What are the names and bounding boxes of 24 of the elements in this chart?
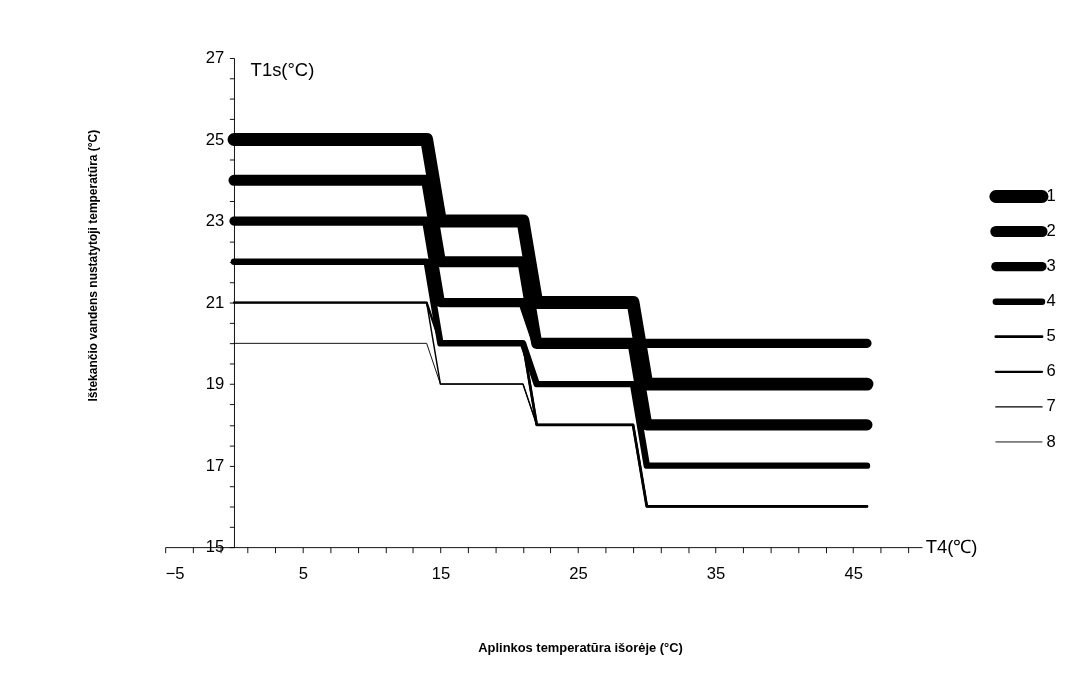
x-tick-label: 45 bbox=[844, 564, 863, 583]
y-tick-label: 17 bbox=[205, 455, 225, 475]
x-axis-title: T4(℃) bbox=[925, 535, 978, 557]
text: Ištekančio vandens nustatytoji temperatūra (°C) bbox=[85, 129, 100, 402]
legend-label: 6 bbox=[1046, 361, 1056, 381]
legend-label: 2 bbox=[1046, 221, 1056, 241]
legend-label: 3 bbox=[1046, 256, 1056, 276]
y-tick-label: 21 bbox=[205, 292, 225, 312]
y-axis-title: T1s(°C) bbox=[250, 59, 315, 81]
x-tick-label: −5 bbox=[165, 564, 185, 583]
x-tick-label: 5 bbox=[298, 564, 308, 583]
y-tick-label: 23 bbox=[205, 211, 225, 231]
legend-label: 8 bbox=[1046, 431, 1056, 451]
text: Aplinkos temperatūra išorėje (°C) bbox=[478, 640, 683, 656]
y-tick-label: 25 bbox=[205, 129, 225, 149]
legend-label: 7 bbox=[1046, 396, 1056, 416]
legend-label: 5 bbox=[1046, 326, 1056, 346]
legend-label: 4 bbox=[1046, 291, 1056, 311]
x-tick-label: 15 bbox=[431, 564, 451, 583]
y-tick-label: 19 bbox=[205, 374, 225, 394]
x-tick-label: 35 bbox=[706, 564, 726, 583]
y-tick-label: 27 bbox=[205, 48, 225, 68]
legend-label: 1 bbox=[1046, 186, 1056, 206]
x-tick-label: 25 bbox=[569, 564, 588, 583]
